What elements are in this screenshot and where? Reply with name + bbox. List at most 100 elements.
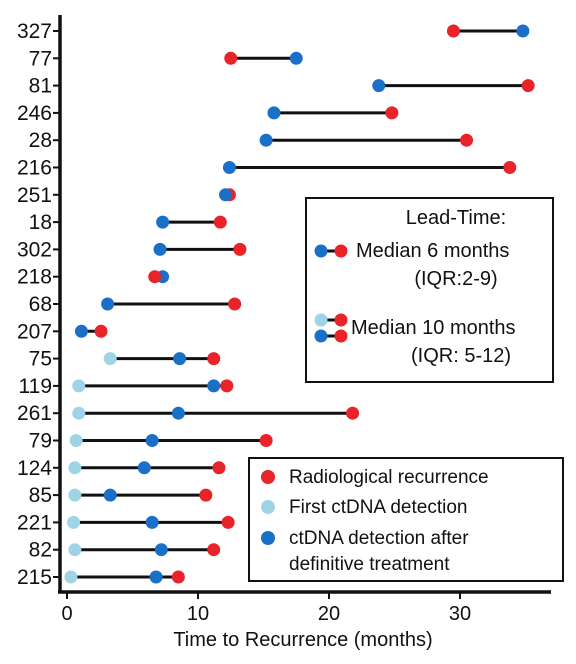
y-tick-label: 216	[17, 157, 52, 180]
legend-marker-ctdna-after	[261, 531, 275, 545]
point-first-ctdna	[72, 406, 86, 420]
point-ctdna-after	[103, 488, 117, 502]
lead-time-marker2-ctdna-after	[314, 329, 328, 343]
point-radiological	[385, 106, 399, 120]
y-tick-label: 28	[29, 129, 52, 152]
point-radiological	[233, 242, 247, 256]
point-first-ctdna	[68, 543, 82, 557]
point-radiological	[346, 406, 360, 420]
lead-time-iqr2: (IQR: 5-12)	[411, 345, 511, 367]
legend-marker-first-ctdna	[261, 500, 275, 514]
lead-time-box: Lead-Time: Median 6 months (IQR:2-9) Med…	[305, 197, 554, 383]
point-ctdna-after	[516, 24, 530, 38]
point-ctdna-after	[137, 461, 151, 475]
legend-label-ctdna-after-line1: ctDNA detection after	[289, 528, 469, 549]
lead-time-marker1-ctdna-after	[314, 244, 328, 258]
point-radiological	[446, 24, 460, 38]
x-tick-label: 0	[61, 603, 72, 625]
point-radiological	[220, 379, 234, 393]
point-ctdna-after	[101, 297, 115, 311]
point-radiological	[460, 133, 474, 147]
point-radiological	[171, 570, 185, 584]
lead-time-marker2b-radiological	[334, 329, 348, 343]
point-ctdna-after	[156, 215, 170, 229]
x-tick-label: 10	[187, 603, 209, 625]
y-tick-label: 302	[17, 238, 52, 261]
lead-time-median2: Median 10 months	[351, 317, 516, 339]
y-tick-label: 68	[29, 293, 52, 316]
y-tick-label: 124	[17, 457, 52, 480]
legend-label-first-ctdna: First ctDNA detection	[289, 497, 467, 518]
lead-time-marker2a-radiological	[334, 313, 348, 327]
point-ctdna-after	[171, 406, 185, 420]
lead-time-marker2-first-ctdna	[314, 313, 328, 327]
y-tick-label: 85	[29, 484, 52, 507]
point-first-ctdna	[69, 434, 83, 447]
lead-time-frame	[305, 197, 554, 383]
point-radiological	[259, 434, 273, 447]
point-radiological	[213, 215, 227, 229]
point-ctdna-after	[267, 106, 281, 120]
point-ctdna-after	[173, 352, 187, 366]
y-tick-label: 79	[29, 430, 52, 453]
y-tick-label: 75	[29, 348, 52, 371]
x-tick-labels: 0 10 20 30	[61, 592, 471, 625]
point-ctdna-after	[372, 79, 386, 93]
point-first-ctdna	[68, 488, 82, 502]
point-radiological	[199, 488, 213, 502]
point-ctdna-after	[289, 51, 303, 65]
lead-time-marker1-radiological	[334, 244, 348, 258]
legend-label-radiological: Radiological recurrence	[289, 467, 489, 488]
data-points	[64, 24, 535, 584]
point-ctdna-after	[145, 434, 159, 447]
point-radiological	[503, 161, 517, 174]
point-ctdna-after	[153, 242, 167, 256]
lead-time-title: Lead-Time:	[406, 207, 506, 229]
point-radiological	[207, 543, 221, 557]
y-tick-label: 18	[29, 211, 52, 234]
y-tick-label: 82	[29, 539, 52, 562]
point-first-ctdna	[103, 352, 117, 366]
point-ctdna-after	[207, 379, 221, 393]
y-tick-label: 119	[19, 375, 52, 398]
point-ctdna-after	[222, 161, 236, 174]
point-ctdna-after	[145, 515, 159, 529]
point-first-ctdna	[68, 461, 82, 475]
y-tick-label: 327	[17, 20, 52, 43]
point-ctdna-after	[149, 570, 163, 584]
legend-marker-radiological	[261, 470, 275, 484]
y-tick-labels: 327 77 81 246 28 216 251 18 302 218 68 207 75 119 261 7…	[17, 20, 60, 589]
point-ctdna-after	[259, 133, 273, 147]
y-tick-label: 221	[17, 511, 52, 534]
legend-frame	[248, 457, 564, 582]
y-tick-label: 261	[17, 402, 52, 425]
lead-time-median1: Median 6 months	[356, 240, 509, 262]
point-first-ctdna	[67, 515, 81, 529]
point-ctdna-after	[219, 188, 233, 202]
point-radiological	[228, 297, 242, 311]
y-tick-label: 246	[17, 102, 52, 125]
x-axis-title: Time to Recurrence (months)	[173, 629, 432, 651]
point-radiological	[207, 352, 221, 366]
lead-time-iqr1: (IQR:2-9)	[414, 268, 497, 290]
y-tick-label: 81	[29, 75, 52, 98]
y-tick-label: 207	[17, 320, 52, 343]
legend-label-ctdna-after-line2: definitive treatment	[289, 554, 450, 575]
point-radiological	[224, 51, 238, 65]
legend: Radiological recurrence First ctDNA dete…	[248, 457, 564, 582]
point-ctdna-after	[74, 324, 88, 338]
y-tick-label: 77	[29, 47, 52, 70]
point-radiological	[521, 79, 535, 93]
point-ctdna-after	[154, 543, 168, 557]
point-radiological	[212, 461, 226, 475]
y-tick-label: 218	[17, 266, 52, 289]
point-radiological	[94, 324, 108, 338]
y-tick-label: 215	[17, 566, 52, 589]
x-tick-label: 30	[449, 603, 471, 625]
point-first-ctdna	[64, 570, 78, 584]
point-radiological	[221, 515, 235, 529]
x-tick-label: 20	[318, 603, 340, 625]
point-first-ctdna	[72, 379, 86, 393]
y-tick-label: 251	[17, 184, 52, 207]
